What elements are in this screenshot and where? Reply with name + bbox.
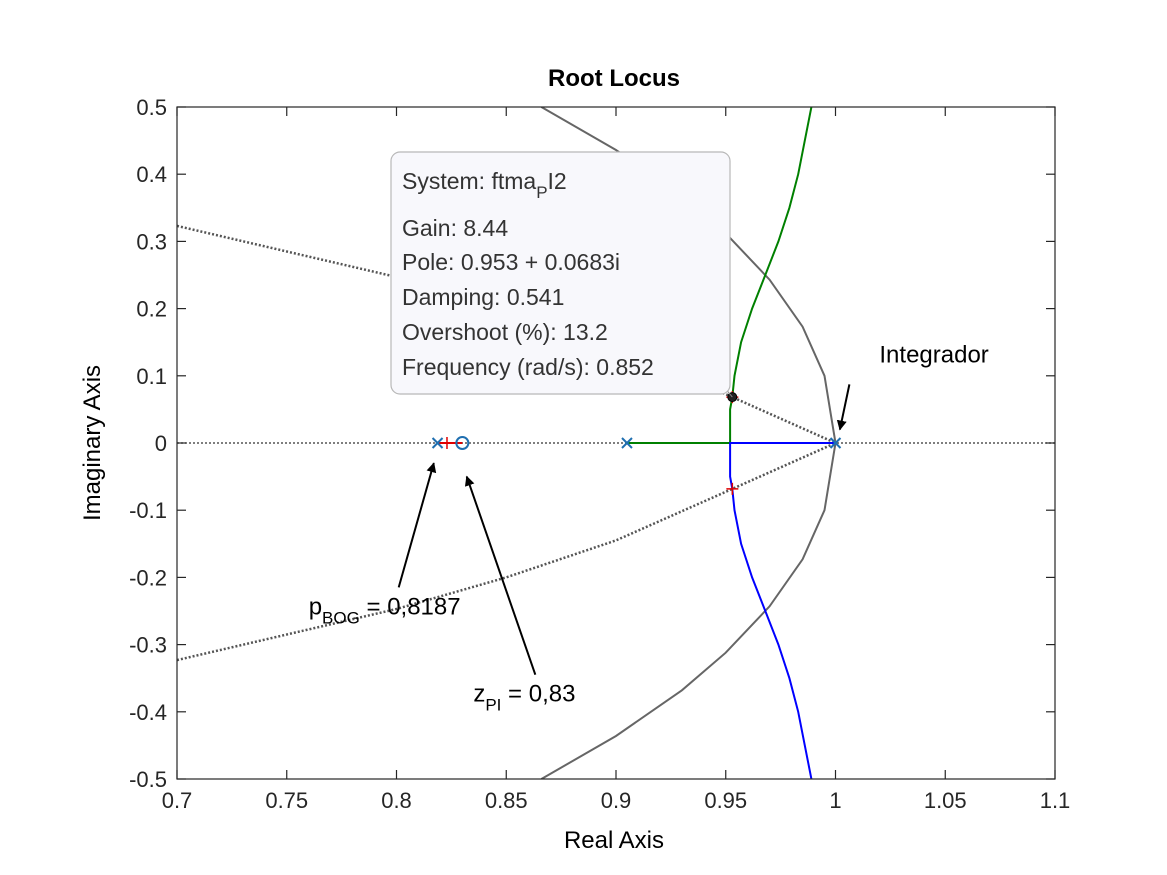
gain-marker-1 — [440, 437, 453, 449]
x-tick-label: 0.95 — [704, 788, 747, 813]
x-tick-label: 0.85 — [485, 788, 528, 813]
annotation-2: pBOG = 0,8187 — [309, 462, 461, 627]
y-tick-label: -0.3 — [129, 633, 167, 658]
locus-branch-2 — [729, 442, 836, 779]
annotation-arrow — [836, 384, 851, 431]
damping-line-lower — [177, 441, 837, 662]
y-tick-label: -0.4 — [129, 700, 167, 725]
x-tick-label: 1 — [829, 788, 841, 813]
datatip-damping: Damping: 0.541 — [402, 284, 564, 310]
y-tick-label: 0.4 — [136, 162, 167, 187]
annotation-arrow — [397, 462, 437, 588]
x-tick-label: 0.75 — [265, 788, 308, 813]
x-tick-label: 1.05 — [924, 788, 967, 813]
pole-marker-1 — [431, 437, 444, 449]
datatip-frequency: Frequency (rad/s): 0.852 — [402, 354, 654, 380]
y-tick-label: -0.1 — [129, 498, 167, 523]
y-tick-label: 0.1 — [136, 364, 167, 389]
x-tick-label: 0.9 — [601, 788, 632, 813]
zero-marker-1 — [455, 436, 470, 450]
annotation-label: zPI = 0,83 — [473, 681, 575, 715]
annotation-1: Integrador — [836, 341, 989, 431]
damping-line-upper — [177, 224, 837, 445]
y-tick-label: -0.5 — [129, 767, 167, 792]
datatip-box — [390, 151, 731, 395]
pole-marker-3 — [829, 437, 842, 449]
datatip-pole: Pole: 0.953 + 0.0683i — [402, 249, 620, 275]
x-tick-label: 1.1 — [1040, 788, 1071, 813]
annotation-label: Integrador — [879, 341, 988, 368]
datatip-system: System: ftmaPI2 — [402, 168, 567, 202]
datatip-overshoot: Overshoot (%): 13.2 — [402, 319, 608, 345]
locus-branch-1 — [627, 107, 813, 444]
axis-ticks: 0.7 0.75 0.8 0.85 0.9 0.95 1 1.05 1.1 0.5 0.4 0.3 0.… — [129, 95, 1070, 813]
pole-marker-2 — [621, 437, 633, 449]
y-tick-label: 0.5 — [136, 95, 167, 120]
x-axis-label: Real Axis — [564, 827, 664, 854]
annotation-arrow — [464, 475, 537, 676]
y-tick-label: -0.2 — [129, 565, 167, 590]
annotation-3: zPI = 0,83 — [464, 475, 575, 715]
x-tick-label: 0.8 — [381, 788, 412, 813]
y-tick-label: 0 — [155, 431, 167, 456]
gain-marker-3 — [726, 482, 739, 495]
y-axis-label: Imaginary Axis — [79, 365, 106, 521]
y-tick-label: 0.2 — [136, 297, 167, 322]
chart-title: Root Locus — [548, 65, 680, 92]
datatip-gain: Gain: 8.44 — [402, 215, 508, 241]
x-tick-label: 0.7 — [162, 788, 193, 813]
datatip: System: ftmaPI2 Gain: 8.44 Pole: 0.953 + 0… — [390, 151, 733, 398]
plot-area: Integrador pBOG = 0,8187 zPI = 0,83 System:… — [176, 106, 1056, 780]
y-tick-label: 0.3 — [136, 229, 167, 254]
annotation-label: pBOG = 0,8187 — [309, 593, 461, 627]
